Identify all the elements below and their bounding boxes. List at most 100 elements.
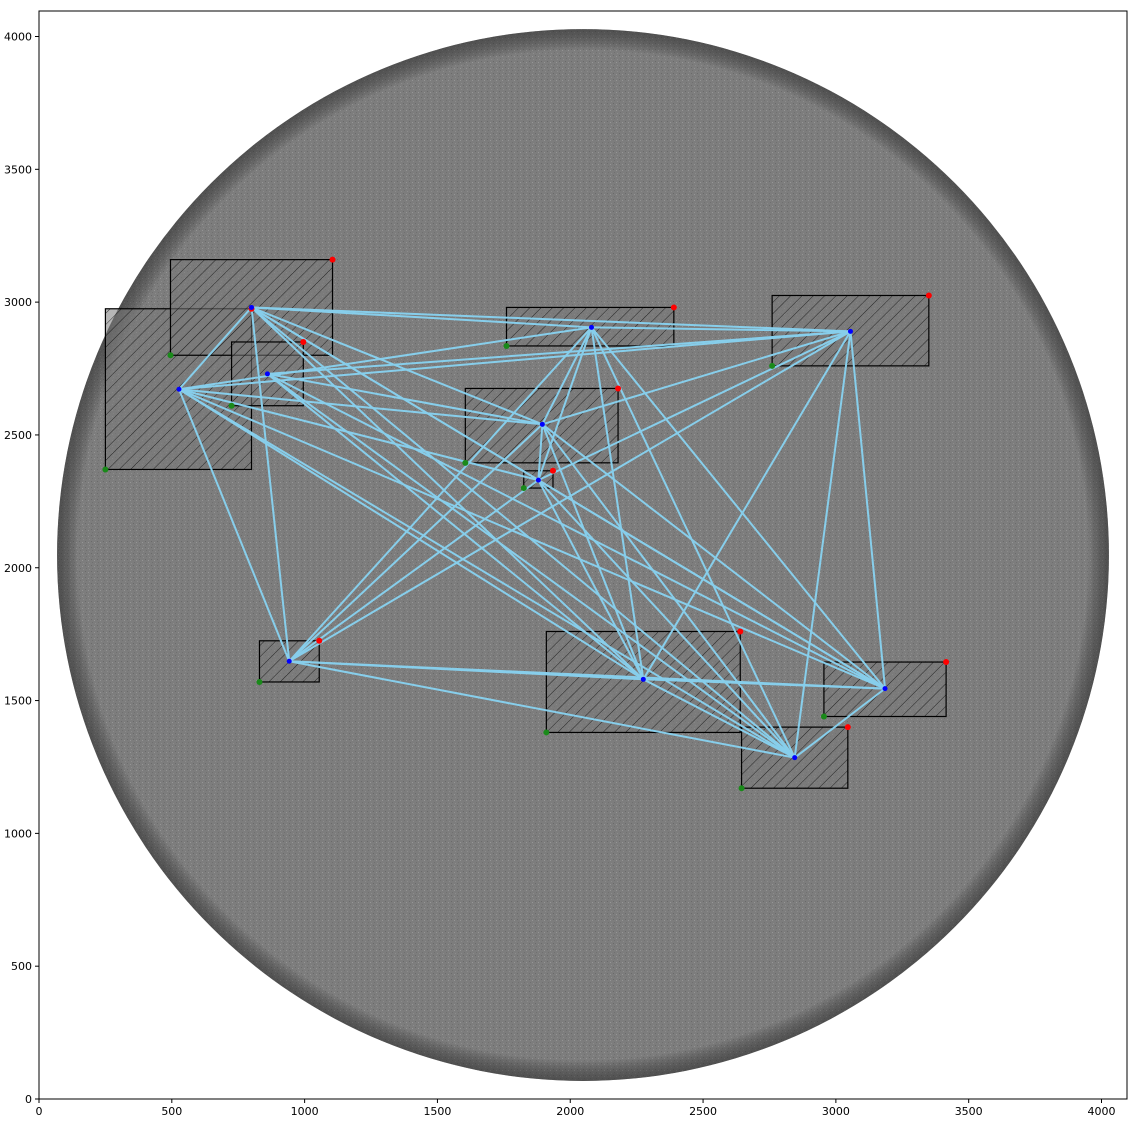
connection-line bbox=[288, 479, 539, 663]
connection-line bbox=[849, 331, 887, 689]
y-tick-label: 2500 bbox=[4, 429, 32, 442]
connection-line bbox=[541, 423, 886, 690]
x-axis: 0 500 1000 1500 2000 2500 3000 3500 4000 bbox=[36, 1099, 1116, 1118]
region-lower-left-point bbox=[520, 485, 527, 492]
connection-line bbox=[537, 479, 796, 759]
region-center-point bbox=[264, 371, 270, 377]
x-tick-label: 3500 bbox=[955, 1105, 983, 1118]
region-upper-right-point bbox=[670, 304, 677, 311]
connection-line bbox=[642, 678, 796, 759]
connection-line bbox=[178, 306, 253, 390]
x-tick-label: 2000 bbox=[556, 1105, 584, 1118]
region-upper-right-point bbox=[737, 628, 744, 635]
connection-line bbox=[794, 687, 886, 759]
x-tick-label: 1500 bbox=[423, 1105, 451, 1118]
region-upper-right-point bbox=[615, 385, 622, 392]
region-lower-left-point bbox=[256, 678, 263, 685]
region-center-point bbox=[589, 324, 594, 330]
connection-line bbox=[288, 326, 593, 662]
connection-line bbox=[178, 388, 796, 759]
connection-line bbox=[288, 423, 544, 662]
connection-lines bbox=[178, 306, 887, 759]
region-lower-left-point bbox=[503, 342, 510, 349]
region-center-point bbox=[176, 386, 182, 392]
y-axis: 0 500 1000 1500 2000 2500 3000 3500 4000 bbox=[4, 31, 39, 1106]
connection-line bbox=[537, 479, 886, 690]
y-tick-label: 3500 bbox=[4, 163, 32, 176]
connection-line bbox=[537, 330, 851, 481]
connection-line bbox=[266, 373, 644, 681]
solar-disk bbox=[57, 29, 1109, 1081]
region-upper-right-point bbox=[925, 292, 932, 299]
connection-line bbox=[591, 326, 851, 333]
plot-frame bbox=[38, 10, 1128, 1100]
region-upper-right-point bbox=[300, 338, 307, 345]
connection-line bbox=[793, 331, 852, 758]
region-points bbox=[102, 256, 950, 792]
y-tick-label: 500 bbox=[11, 960, 32, 973]
connection-line bbox=[642, 330, 852, 680]
region-center-point bbox=[539, 421, 545, 427]
region-upper-right-point bbox=[329, 256, 336, 263]
region-center-point bbox=[286, 658, 292, 664]
region-center-point bbox=[249, 304, 254, 310]
region-lower-left-point bbox=[228, 402, 235, 409]
region-lower-left-point bbox=[769, 362, 776, 369]
x-tick-label: 500 bbox=[161, 1105, 182, 1118]
connection-line bbox=[267, 372, 543, 426]
region-center-point bbox=[792, 755, 798, 761]
region-lower-left-point bbox=[738, 785, 745, 792]
region-center-point bbox=[535, 477, 541, 483]
region-lower-left-point bbox=[462, 459, 469, 466]
y-tick-label: 1000 bbox=[4, 827, 32, 840]
connection-line bbox=[590, 327, 645, 680]
connection-line bbox=[178, 388, 539, 482]
connection-line bbox=[537, 479, 645, 680]
region-upper-right-point bbox=[316, 637, 323, 644]
connection-line bbox=[178, 388, 644, 681]
y-tick-label: 1500 bbox=[4, 695, 32, 708]
solar-disk-limb bbox=[57, 29, 1109, 1081]
connection-line bbox=[178, 330, 851, 391]
y-tick-label: 4000 bbox=[4, 31, 32, 44]
plot-content bbox=[57, 29, 1109, 1081]
x-tick-label: 2500 bbox=[689, 1105, 717, 1118]
x-tick-label: 1000 bbox=[291, 1105, 319, 1118]
connection-line bbox=[537, 327, 593, 481]
region-upper-right-point bbox=[549, 467, 556, 474]
x-tick-label: 0 bbox=[36, 1105, 43, 1118]
connection-line bbox=[251, 306, 851, 333]
connection-line bbox=[251, 306, 543, 426]
connection-line bbox=[541, 326, 593, 425]
y-tick-label: 2000 bbox=[4, 562, 32, 575]
connection-line bbox=[266, 372, 886, 690]
connection-line bbox=[251, 306, 592, 329]
region-lower-left-point bbox=[102, 466, 109, 473]
connection-line bbox=[541, 423, 645, 680]
connection-line bbox=[250, 307, 291, 662]
x-tick-label: 4000 bbox=[1088, 1105, 1116, 1118]
region-center-point bbox=[640, 676, 646, 682]
region-center-point bbox=[882, 686, 888, 692]
connection-line bbox=[178, 326, 592, 391]
region-lower-left-point bbox=[167, 352, 174, 359]
connection-line bbox=[541, 423, 796, 759]
connection-line bbox=[178, 388, 543, 426]
connection-line bbox=[266, 373, 796, 759]
connection-line bbox=[590, 326, 886, 690]
connection-line bbox=[267, 330, 851, 375]
region-upper-right-point bbox=[844, 724, 851, 731]
connection-line bbox=[643, 678, 886, 690]
connection-line bbox=[542, 330, 851, 426]
y-tick-label: 0 bbox=[25, 1093, 32, 1106]
connection-line bbox=[178, 388, 291, 662]
region-lower-left-point bbox=[820, 713, 827, 720]
connection-line bbox=[537, 424, 544, 481]
connection-line bbox=[289, 660, 795, 759]
region-upper-right-point bbox=[943, 659, 950, 666]
region-center-point bbox=[847, 328, 853, 334]
y-tick-label: 3000 bbox=[4, 296, 32, 309]
region-lower-left-point bbox=[543, 729, 550, 736]
x-tick-label: 3000 bbox=[822, 1105, 850, 1118]
